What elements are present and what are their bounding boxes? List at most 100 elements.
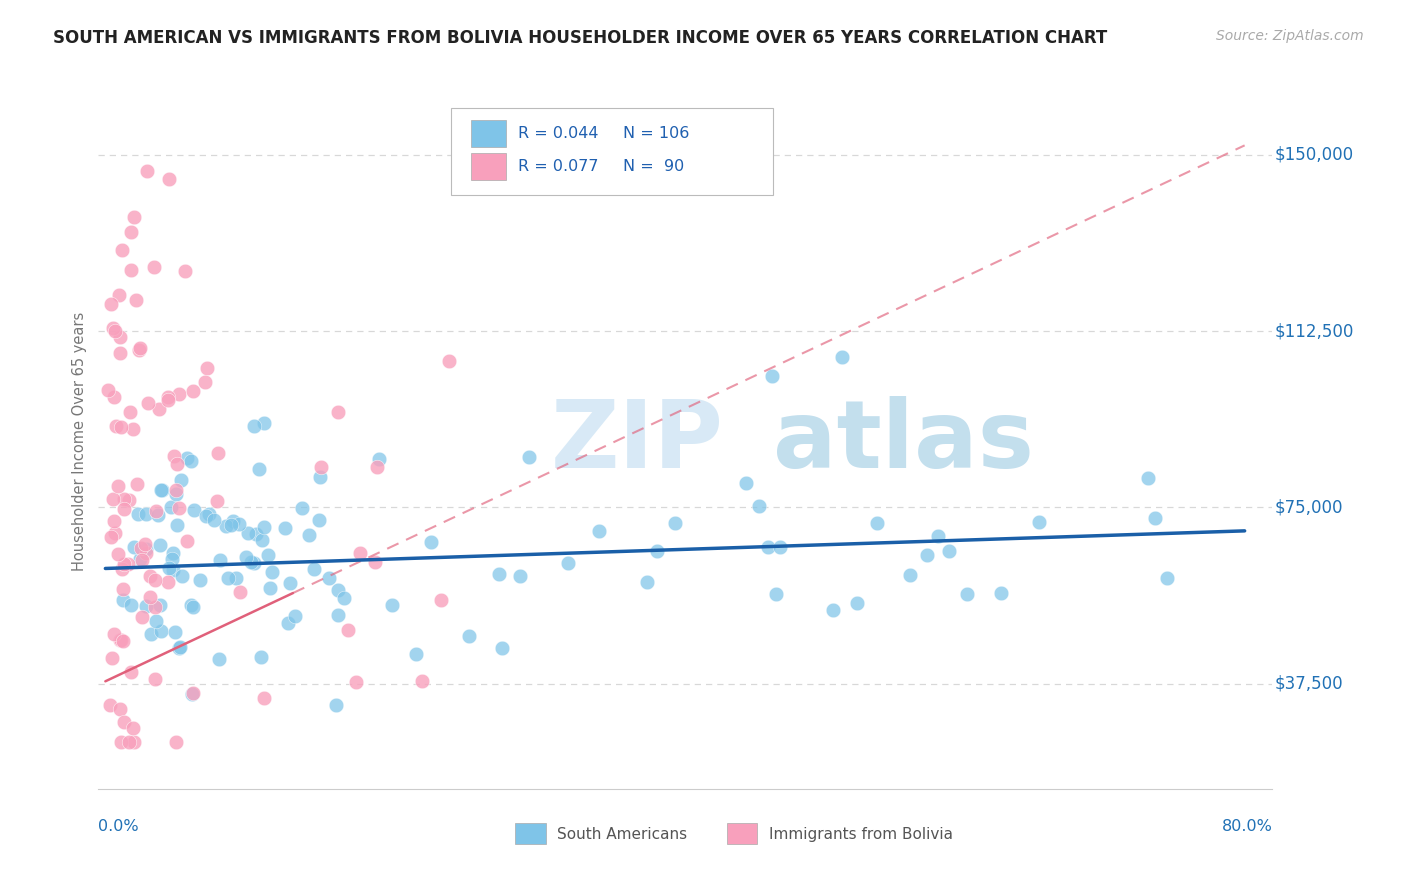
Point — [927, 529, 949, 543]
Point — [98, 698, 121, 713]
Point — [103, 514, 125, 528]
Point — [491, 640, 513, 655]
Point — [120, 665, 142, 680]
Point — [167, 641, 190, 656]
Point — [229, 585, 252, 599]
Point — [260, 565, 283, 579]
Point — [101, 491, 124, 506]
Point — [349, 546, 371, 560]
Point — [150, 624, 173, 639]
Point — [156, 392, 179, 407]
Text: N = 106: N = 106 — [623, 126, 689, 141]
Point — [734, 476, 756, 491]
Point — [195, 508, 218, 523]
Point — [157, 390, 180, 404]
Point — [290, 500, 312, 515]
Point — [145, 614, 167, 628]
Point — [136, 164, 159, 178]
Point — [245, 527, 267, 541]
Point — [162, 563, 184, 577]
Point — [112, 633, 135, 648]
Point — [225, 571, 247, 585]
Point — [557, 556, 579, 570]
Point — [104, 526, 127, 541]
Point — [101, 651, 124, 665]
Point — [129, 551, 152, 566]
Point — [180, 454, 202, 468]
Point — [761, 368, 783, 383]
Point — [364, 556, 387, 570]
Point — [122, 541, 145, 555]
Point — [181, 599, 204, 614]
Point — [250, 533, 273, 547]
Point — [309, 459, 332, 474]
Point — [139, 568, 162, 582]
Point — [131, 553, 153, 567]
Point — [180, 598, 202, 612]
Point — [176, 534, 198, 549]
Point — [135, 541, 157, 556]
Point — [866, 516, 889, 530]
Point — [141, 627, 163, 641]
Point — [111, 582, 134, 597]
Point — [131, 610, 153, 624]
Point — [381, 598, 404, 612]
Point — [143, 672, 166, 686]
Point — [166, 517, 188, 532]
Point — [756, 541, 779, 555]
Point — [143, 573, 166, 587]
Point — [100, 297, 122, 311]
Point — [100, 530, 122, 544]
Point — [183, 502, 205, 516]
Point — [517, 450, 540, 465]
Text: N =  90: N = 90 — [623, 159, 685, 174]
Point — [120, 598, 142, 612]
Point — [420, 535, 443, 549]
Point — [135, 546, 157, 560]
Text: $75,000: $75,000 — [1275, 499, 1343, 516]
Point — [118, 492, 141, 507]
Point — [143, 600, 166, 615]
Point — [169, 640, 191, 655]
Point — [236, 526, 259, 541]
Point — [488, 567, 510, 582]
Point — [149, 599, 172, 613]
Point — [458, 629, 481, 643]
Point — [194, 375, 217, 389]
Point — [235, 550, 257, 565]
Point — [117, 557, 139, 571]
Point — [277, 616, 299, 631]
Point — [333, 591, 356, 605]
Point — [215, 518, 238, 533]
Point — [344, 675, 367, 690]
Point — [209, 553, 232, 567]
Text: $112,500: $112,500 — [1275, 322, 1354, 340]
Point — [110, 633, 132, 648]
Text: South Americans: South Americans — [557, 827, 688, 842]
Point — [112, 593, 135, 607]
Point — [149, 538, 172, 552]
Text: SOUTH AMERICAN VS IMMIGRANTS FROM BOLIVIA HOUSEHOLDER INCOME OVER 65 YEARS CORRE: SOUTH AMERICAN VS IMMIGRANTS FROM BOLIVI… — [53, 29, 1108, 46]
Point — [284, 609, 307, 624]
Point — [118, 735, 141, 749]
Point — [165, 483, 187, 497]
Point — [120, 263, 142, 277]
Point — [152, 483, 174, 497]
Point — [411, 674, 433, 689]
Bar — [471, 120, 506, 146]
Point — [195, 360, 218, 375]
Point — [197, 507, 219, 521]
Point — [110, 633, 132, 648]
Point — [104, 324, 127, 338]
Point — [146, 508, 169, 522]
Point — [110, 330, 132, 344]
Point — [831, 350, 853, 364]
Text: Immigrants from Bolivia: Immigrants from Bolivia — [769, 827, 953, 842]
Text: Source: ZipAtlas.com: Source: ZipAtlas.com — [1216, 29, 1364, 43]
Point — [135, 599, 157, 613]
Point — [956, 587, 979, 601]
Point — [769, 541, 792, 555]
Point — [748, 499, 770, 513]
Point — [325, 698, 347, 712]
Point — [257, 549, 280, 563]
